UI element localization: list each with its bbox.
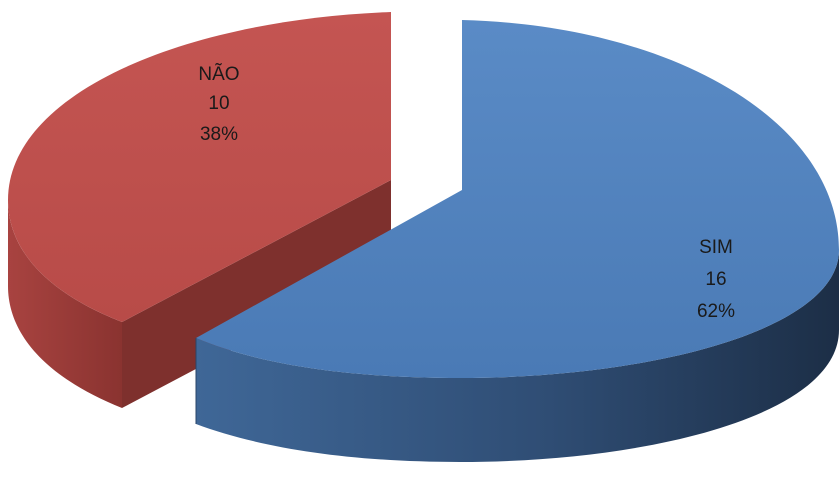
slice-nao-inner-wall <box>122 180 391 408</box>
slice-nao-side <box>8 200 122 408</box>
slice-sim: SIM 16 62% <box>195 20 839 462</box>
slice-nao-value: 10 <box>208 93 229 114</box>
slice-sim-name: SIM <box>699 237 733 258</box>
slice-nao-top <box>8 12 391 322</box>
slice-sim-top <box>196 20 839 378</box>
slice-sim-percent: 62% <box>697 301 735 322</box>
slice-nao: NÃO 10 38% <box>8 12 391 408</box>
slice-sim-side <box>196 250 839 462</box>
slice-sim-value: 16 <box>705 269 726 290</box>
slice-nao-percent: 38% <box>200 124 238 145</box>
slice-nao-name: NÃO <box>198 63 239 85</box>
